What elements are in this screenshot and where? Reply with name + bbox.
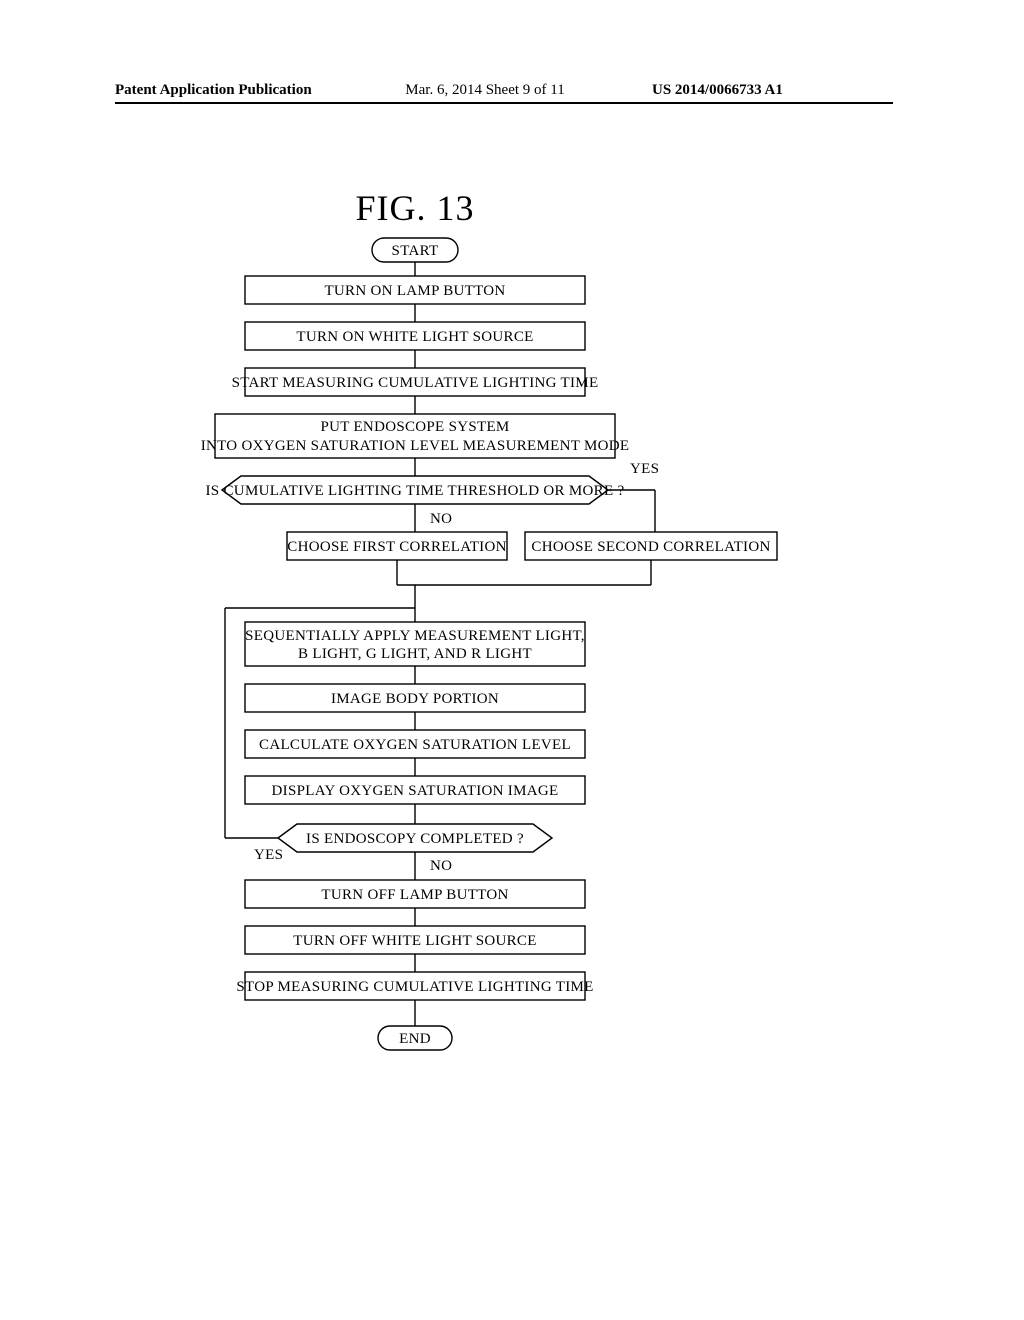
svg-text:IMAGE BODY PORTION: IMAGE BODY PORTION	[331, 691, 499, 707]
svg-text:START: START	[392, 243, 439, 259]
svg-text:TURN OFF WHITE LIGHT SOURCE: TURN OFF WHITE LIGHT SOURCE	[293, 933, 536, 949]
node-calculate-oxygen-saturation: CALCULATE OXYGEN SATURATION LEVEL	[245, 730, 585, 758]
svg-text:CHOOSE SECOND CORRELATION: CHOOSE SECOND CORRELATION	[531, 539, 770, 555]
node-start-measuring: START MEASURING CUMULATIVE LIGHTING TIME	[232, 368, 599, 396]
node-stop-measuring: STOP MEASURING CUMULATIVE LIGHTING TIME	[236, 972, 593, 1000]
page: Patent Application Publication Mar. 6, 2…	[0, 0, 1024, 1320]
svg-text:CHOOSE FIRST CORRELATION: CHOOSE FIRST CORRELATION	[287, 539, 506, 555]
svg-text:TURN ON WHITE LIGHT SOURCE: TURN ON WHITE LIGHT SOURCE	[296, 329, 533, 345]
svg-text:IS CUMULATIVE LIGHTING TIME TH: IS CUMULATIVE LIGHTING TIME THRESHOLD OR…	[206, 483, 625, 499]
svg-text:INTO OXYGEN SATURATION LEVEL M: INTO OXYGEN SATURATION LEVEL MEASUREMENT…	[201, 438, 630, 454]
svg-text:SEQUENTIALLY APPLY MEASUREMENT: SEQUENTIALLY APPLY MEASUREMENT LIGHT,	[245, 628, 585, 644]
figure-title: FIG. 13	[355, 188, 474, 228]
svg-text:PUT ENDOSCOPE SYSTEM: PUT ENDOSCOPE SYSTEM	[320, 419, 509, 435]
node-turn-on-lamp: TURN ON LAMP BUTTON	[245, 276, 585, 304]
svg-text:START MEASURING CUMULATIVE LIG: START MEASURING CUMULATIVE LIGHTING TIME	[232, 375, 599, 391]
label-no-1: NO	[430, 511, 452, 527]
node-put-endoscope-mode: PUT ENDOSCOPE SYSTEM INTO OXYGEN SATURAT…	[201, 414, 630, 458]
svg-text:B LIGHT, G LIGHT, AND R LIGHT: B LIGHT, G LIGHT, AND R LIGHT	[298, 646, 532, 662]
node-choose-second-correlation: CHOOSE SECOND CORRELATION	[525, 532, 777, 560]
node-decision-threshold: IS CUMULATIVE LIGHTING TIME THRESHOLD OR…	[206, 476, 625, 504]
label-yes-2: YES	[254, 847, 283, 863]
node-start: START	[372, 238, 458, 262]
header-docnumber: US 2014/0066733 A1	[652, 82, 783, 99]
node-image-body-portion: IMAGE BODY PORTION	[245, 684, 585, 712]
flowchart-figure: FIG. 13 START TURN ON LAMP BUTTON TURN O…	[0, 110, 1024, 1310]
header-sheet: Mar. 6, 2014 Sheet 9 of 11	[360, 82, 610, 99]
svg-text:END: END	[399, 1031, 431, 1047]
svg-text:DISPLAY OXYGEN SATURATION IMAG: DISPLAY OXYGEN SATURATION IMAGE	[272, 783, 559, 799]
node-turn-off-white-light: TURN OFF WHITE LIGHT SOURCE	[245, 926, 585, 954]
node-decision-endoscopy-completed: IS ENDOSCOPY COMPLETED ?	[278, 824, 552, 852]
svg-text:TURN ON LAMP BUTTON: TURN ON LAMP BUTTON	[324, 283, 505, 299]
header-publication: Patent Application Publication	[115, 82, 312, 99]
svg-text:CALCULATE OXYGEN SATURATION LE: CALCULATE OXYGEN SATURATION LEVEL	[259, 737, 571, 753]
svg-text:STOP MEASURING CUMULATIVE LIGH: STOP MEASURING CUMULATIVE LIGHTING TIME	[236, 979, 593, 995]
node-display-oxygen-image: DISPLAY OXYGEN SATURATION IMAGE	[245, 776, 585, 804]
node-turn-on-white-light: TURN ON WHITE LIGHT SOURCE	[245, 322, 585, 350]
node-turn-off-lamp: TURN OFF LAMP BUTTON	[245, 880, 585, 908]
svg-text:TURN OFF LAMP BUTTON: TURN OFF LAMP BUTTON	[321, 887, 508, 903]
node-apply-measurement-light: SEQUENTIALLY APPLY MEASUREMENT LIGHT, B …	[245, 622, 585, 666]
svg-text:IS ENDOSCOPY COMPLETED ?: IS ENDOSCOPY COMPLETED ?	[306, 831, 524, 847]
header-rule	[115, 102, 893, 104]
label-yes-1: YES	[630, 461, 659, 477]
node-end: END	[378, 1026, 452, 1050]
node-choose-first-correlation: CHOOSE FIRST CORRELATION	[287, 532, 507, 560]
label-no-2: NO	[430, 858, 452, 874]
